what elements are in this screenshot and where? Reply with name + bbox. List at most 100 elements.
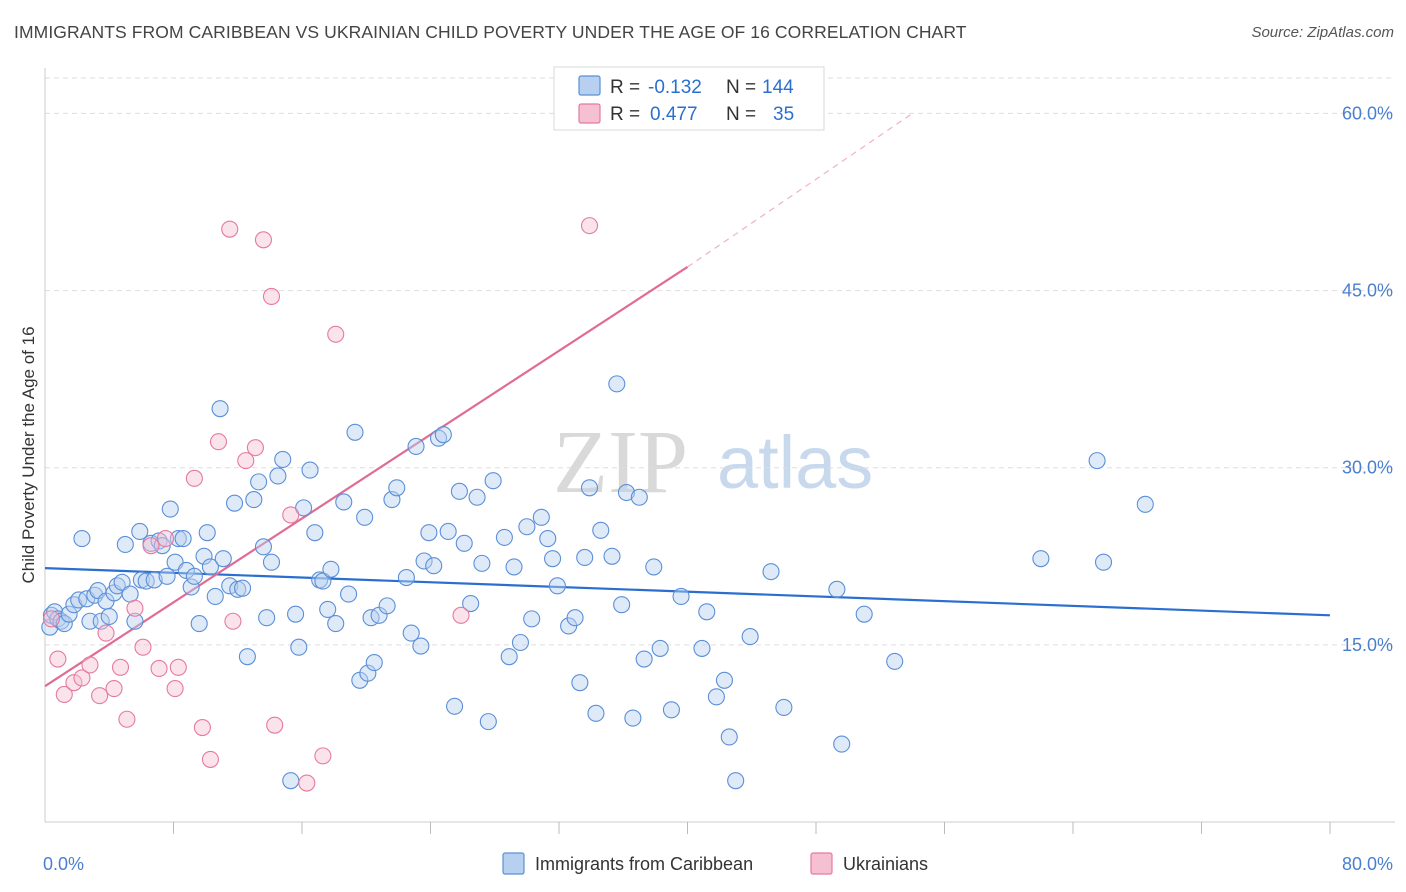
point-caribbean: [511, 633, 530, 652]
point-ukrainians: [201, 750, 219, 768]
point-caribbean: [359, 664, 377, 682]
point-caribbean: [762, 563, 780, 581]
point-caribbean: [158, 567, 176, 585]
point-caribbean: [174, 530, 192, 548]
point-caribbean: [282, 772, 300, 790]
point-caribbean: [397, 568, 415, 587]
point-caribbean: [274, 450, 292, 468]
legend-label-ukrainians: Ukrainians: [843, 854, 928, 874]
point-caribbean: [630, 488, 648, 506]
point-ukrainians: [49, 650, 67, 668]
point-caribbean: [55, 615, 73, 633]
point-caribbean: [100, 607, 118, 626]
point-caribbean: [672, 587, 690, 605]
point-caribbean: [225, 494, 244, 512]
point-caribbean: [523, 610, 541, 628]
point-caribbean: [206, 587, 224, 605]
legend-swatch-ukrainians: [578, 103, 601, 124]
point-ukrainians: [111, 658, 130, 676]
legend-swatch-ukrainians-bottom: [810, 852, 833, 875]
point-caribbean: [651, 639, 669, 657]
point-caribbean: [356, 508, 374, 526]
point-ukrainians: [55, 685, 73, 704]
point-caribbean: [60, 605, 78, 623]
point-caribbean: [635, 650, 653, 668]
point-caribbean: [335, 493, 353, 511]
point-ukrainians: [126, 599, 144, 617]
y-tick-label: 15.0%: [1342, 635, 1393, 655]
point-caribbean: [201, 558, 219, 576]
point-caribbean: [388, 479, 406, 497]
point-caribbean: [571, 674, 589, 692]
axes: 15.0% 30.0% 45.0% 60.0% 0.0% 80.0%: [43, 68, 1395, 874]
point-ukrainians: [166, 680, 184, 698]
point-caribbean: [116, 535, 134, 554]
point-caribbean: [262, 553, 281, 571]
point-caribbean: [73, 530, 91, 548]
point-caribbean: [182, 578, 200, 596]
legend-swatch-caribbean-bottom: [502, 852, 525, 875]
point-caribbean: [439, 522, 457, 541]
point-caribbean: [1094, 553, 1113, 571]
point-caribbean: [131, 522, 149, 541]
point-caribbean: [645, 558, 663, 576]
point-caribbean: [1032, 550, 1050, 568]
point-ukrainians: [156, 530, 175, 548]
correlation-legend: R = -0.132 N = 144 R = 0.477 N = 35: [553, 66, 825, 131]
point-caribbean: [319, 600, 337, 618]
point-caribbean: [455, 534, 473, 552]
trend-line-ukrainians: [44, 266, 689, 688]
point-caribbean: [720, 728, 738, 746]
point-caribbean: [198, 524, 216, 542]
point-caribbean: [161, 500, 179, 518]
point-ukrainians: [221, 220, 239, 238]
point-caribbean: [290, 638, 308, 656]
point-caribbean: [314, 572, 332, 590]
point-caribbean: [195, 547, 213, 565]
point-caribbean: [539, 530, 557, 548]
point-caribbean: [544, 550, 562, 568]
point-ukrainians: [81, 656, 99, 674]
point-caribbean: [269, 467, 287, 485]
point-caribbean: [484, 472, 502, 490]
point-ukrainians: [134, 638, 152, 656]
point-caribbean: [693, 639, 711, 657]
point-caribbean: [662, 701, 680, 719]
point-caribbean: [576, 548, 594, 567]
point-ukrainians: [142, 537, 160, 555]
point-caribbean: [306, 524, 324, 542]
point-ukrainians: [73, 669, 91, 687]
point-caribbean: [434, 426, 452, 444]
point-caribbean: [185, 567, 203, 585]
point-ukrainians: [91, 687, 109, 705]
point-caribbean: [234, 579, 252, 597]
point-ukrainians: [105, 680, 123, 698]
point-caribbean: [346, 423, 364, 441]
point-caribbean: [254, 538, 273, 556]
series-legend: Immigrants from Caribbean Ukrainians: [502, 852, 928, 875]
point-caribbean: [322, 560, 340, 578]
point-caribbean: [495, 528, 513, 546]
point-ukrainians: [452, 606, 470, 624]
point-caribbean: [624, 709, 642, 727]
point-ukrainians: [580, 217, 599, 235]
point-caribbean: [592, 521, 610, 539]
point-ukrainians: [42, 610, 60, 628]
y-axis-label: Child Poverty Under the Age of 16: [19, 326, 38, 583]
point-caribbean: [479, 713, 497, 731]
point-ukrainians: [262, 287, 281, 306]
legend-r-label-1: R =: [610, 77, 640, 98]
point-caribbean: [420, 524, 438, 542]
point-caribbean: [415, 552, 433, 570]
y-tick-label: 45.0%: [1342, 281, 1393, 301]
point-caribbean: [566, 609, 584, 627]
point-caribbean: [238, 648, 256, 666]
point-caribbean: [245, 491, 263, 509]
point-ukrainians: [298, 774, 316, 792]
watermark-atlas: atlas: [717, 421, 873, 504]
point-caribbean: [113, 573, 131, 591]
source-credit: Source: ZipAtlas.com: [1251, 24, 1394, 41]
point-caribbean: [190, 615, 208, 633]
point-ukrainians: [327, 325, 345, 343]
